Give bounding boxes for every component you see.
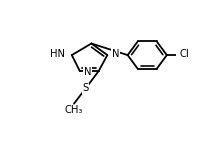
Text: N: N [112, 49, 119, 59]
Text: Cl: Cl [180, 49, 190, 59]
Text: CH₃: CH₃ [65, 105, 83, 115]
Text: S: S [82, 84, 89, 93]
Text: N: N [84, 67, 91, 77]
Text: HN: HN [50, 49, 65, 59]
